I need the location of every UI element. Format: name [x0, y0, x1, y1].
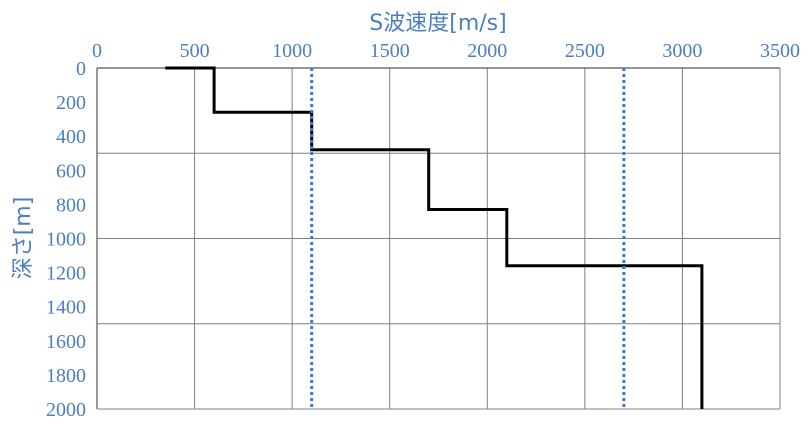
y-tick-label: 2000: [46, 399, 86, 421]
x-tick-label: 2500: [565, 40, 605, 62]
x-tick-label: 3500: [760, 40, 800, 62]
x-axis-title: S波速度[m/s]: [369, 11, 506, 36]
x-tick-labels: 0 500 1000 1500 2000 2500 3000 3500: [92, 40, 800, 62]
y-tick-label: 1600: [46, 331, 86, 353]
y-tick-label: 1000: [46, 229, 86, 251]
y-tick-label: 1800: [46, 365, 86, 387]
y-tick-label: 600: [56, 160, 86, 182]
x-tick-label: 1500: [370, 40, 410, 62]
y-tick-label: 400: [56, 126, 86, 148]
x-tick-label: 0: [92, 40, 102, 62]
y-tick-label: 200: [56, 92, 86, 114]
y-tick-labels: 0 200 400 600 800 1000 1200 1400 1600 1800 2000: [46, 58, 86, 421]
x-tick-label: 500: [180, 40, 210, 62]
y-tick-label: 800: [56, 194, 86, 216]
x-tick-label: 1000: [272, 40, 312, 62]
y-tick-label: 1400: [46, 297, 86, 319]
grid-lines: [96, 67, 781, 410]
data-series: [165, 66, 704, 409]
x-tick-label: 2000: [467, 40, 507, 62]
x-tick-label: 3000: [662, 40, 702, 62]
y-axis-title: 深さ[m]: [11, 197, 36, 280]
y-tick-label: 0: [76, 58, 86, 80]
velocity-profile-line: [165, 66, 704, 409]
y-tick-label: 1200: [46, 263, 86, 285]
